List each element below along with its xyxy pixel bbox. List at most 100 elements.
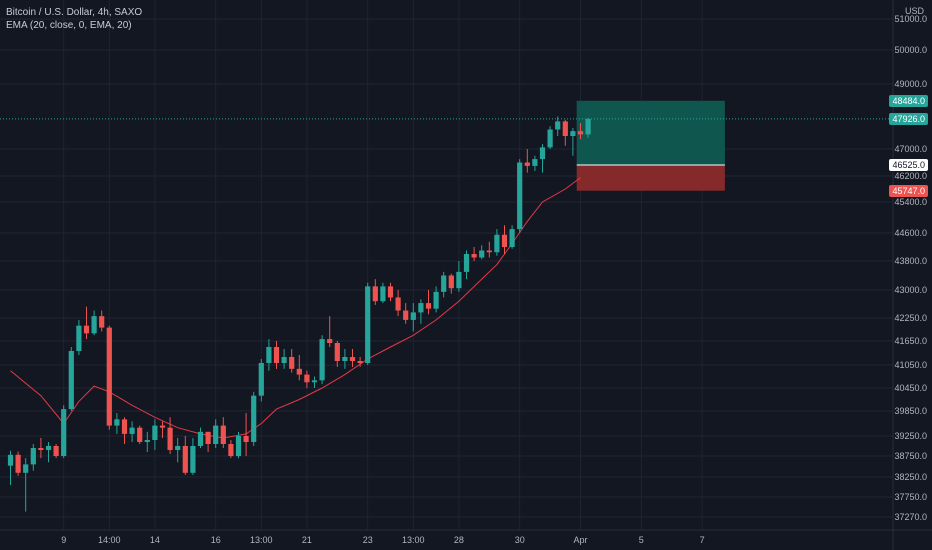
candle-body bbox=[83, 325, 90, 334]
candle-body bbox=[501, 234, 508, 247]
candle-body bbox=[121, 419, 128, 434]
price-tag: 47926.0 bbox=[889, 112, 928, 125]
y-tick-label: 43800.0 bbox=[894, 256, 927, 266]
candle-body bbox=[517, 162, 523, 230]
candle-body bbox=[91, 316, 97, 334]
y-tick-label: 40450.0 bbox=[894, 383, 927, 393]
candle-body bbox=[509, 229, 515, 247]
candle-body bbox=[304, 374, 310, 383]
candle-body bbox=[334, 343, 340, 361]
candle-body bbox=[45, 446, 52, 450]
candle-body bbox=[387, 286, 394, 298]
candle-body bbox=[144, 440, 150, 442]
candle-body bbox=[197, 431, 204, 446]
candle-body bbox=[380, 286, 386, 302]
candle-body bbox=[99, 316, 105, 328]
candle-body bbox=[342, 357, 348, 361]
x-tick-label: 14 bbox=[150, 535, 160, 545]
candle-body bbox=[562, 121, 568, 136]
candle-body bbox=[106, 327, 112, 426]
candle-body bbox=[448, 275, 454, 289]
x-tick-label: 7 bbox=[700, 535, 705, 545]
candle-body bbox=[53, 446, 59, 456]
candle-body bbox=[182, 446, 188, 473]
candle-body bbox=[258, 363, 264, 396]
candle-body bbox=[311, 380, 318, 383]
x-tick-label: 14:00 bbox=[98, 535, 121, 545]
legend: Bitcoin / U.S. Dollar, 4h, SAXO EMA (20,… bbox=[6, 6, 142, 32]
candle-body bbox=[365, 286, 371, 363]
candle-body bbox=[137, 427, 143, 442]
candle-body bbox=[327, 339, 333, 343]
candle-body bbox=[114, 419, 120, 426]
price-tag: 46525.0 bbox=[889, 159, 928, 172]
candle-body bbox=[7, 454, 14, 466]
candle-body bbox=[570, 131, 576, 136]
candle-body bbox=[281, 357, 287, 363]
x-tick-label: 16 bbox=[211, 535, 221, 545]
candle-body bbox=[235, 436, 242, 456]
candle-body bbox=[175, 446, 181, 450]
candle-body bbox=[319, 339, 325, 381]
candle-body bbox=[532, 159, 538, 166]
candle-body bbox=[433, 291, 439, 309]
candle-body bbox=[289, 357, 295, 369]
x-tick-label: 13:00 bbox=[402, 535, 425, 545]
candle-body bbox=[479, 250, 485, 258]
candle-body bbox=[167, 427, 173, 450]
candle-body bbox=[76, 325, 82, 351]
candle-body bbox=[471, 254, 477, 258]
x-tick-label: 5 bbox=[639, 535, 644, 545]
x-tick-label: 21 bbox=[302, 535, 312, 545]
candle-body bbox=[410, 312, 416, 320]
candle-body bbox=[251, 395, 257, 442]
y-tick-label: 38250.0 bbox=[894, 472, 927, 482]
y-tick-label: 39250.0 bbox=[894, 431, 927, 441]
candle-body bbox=[403, 310, 409, 320]
stop-zone bbox=[576, 165, 725, 191]
candle-body bbox=[152, 425, 158, 440]
candle-body bbox=[159, 425, 166, 428]
y-tick-label: 41050.0 bbox=[894, 360, 927, 370]
x-tick-label: 13:00 bbox=[250, 535, 273, 545]
candle-body bbox=[539, 147, 546, 160]
candle-body bbox=[395, 297, 401, 311]
ema-line bbox=[10, 177, 581, 439]
candle-body bbox=[228, 444, 234, 456]
candle-body bbox=[205, 431, 211, 444]
y-tick-label: 47000.0 bbox=[894, 144, 927, 154]
target-zone bbox=[576, 100, 725, 166]
y-tick-label: 37750.0 bbox=[894, 492, 927, 502]
x-tick-label: Apr bbox=[573, 535, 587, 545]
y-tick-label: 51000.0 bbox=[894, 14, 927, 24]
candle-body bbox=[273, 347, 280, 363]
candle-body bbox=[30, 448, 36, 465]
y-tick-label: 49000.0 bbox=[894, 79, 927, 89]
candle-body bbox=[243, 436, 249, 442]
symbol-title: Bitcoin / U.S. Dollar, 4h, SAXO bbox=[6, 7, 143, 18]
y-tick-label: 45400.0 bbox=[894, 197, 927, 207]
candle-body bbox=[425, 303, 432, 309]
candle-body bbox=[418, 303, 424, 313]
candle-body bbox=[456, 271, 462, 289]
candle-body bbox=[494, 234, 500, 253]
x-tick-label: 23 bbox=[363, 535, 373, 545]
candle-body bbox=[547, 129, 553, 148]
currency-label: USD bbox=[904, 6, 924, 16]
candle-body bbox=[463, 254, 470, 272]
x-tick-label: 28 bbox=[454, 535, 464, 545]
candle-body bbox=[555, 121, 561, 130]
candle-body bbox=[524, 162, 530, 166]
candle-body bbox=[296, 368, 302, 375]
candle-body bbox=[220, 425, 226, 444]
candle-body bbox=[38, 448, 44, 450]
candle-body bbox=[486, 250, 492, 253]
y-tick-label: 44600.0 bbox=[894, 228, 927, 238]
price-tag: 48484.0 bbox=[889, 94, 928, 107]
candle-body bbox=[23, 464, 29, 473]
y-tick-label: 38750.0 bbox=[894, 451, 927, 461]
candle-body bbox=[129, 427, 135, 434]
candle-body bbox=[190, 446, 196, 473]
